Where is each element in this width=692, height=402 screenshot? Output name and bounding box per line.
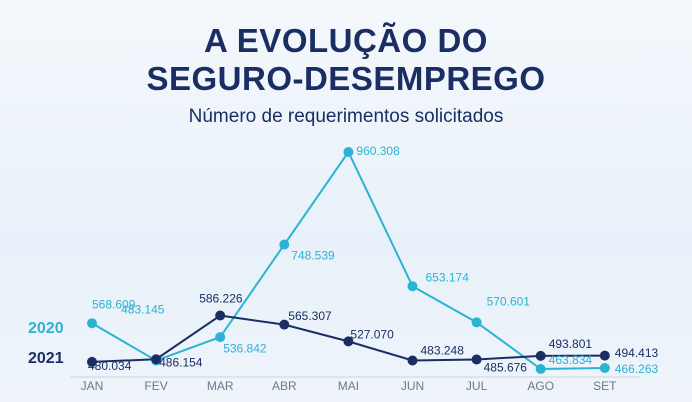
axis-band xyxy=(0,376,692,402)
x-tick-label: JUN xyxy=(401,379,424,393)
data-point xyxy=(87,356,97,367)
data-point xyxy=(599,362,610,373)
x-tick-label: SET xyxy=(593,379,617,393)
data-point xyxy=(471,354,482,365)
data-point xyxy=(343,147,354,157)
data-point xyxy=(407,355,418,366)
x-tick-label: AGO xyxy=(527,379,554,393)
data-point xyxy=(343,336,354,347)
data-label: 485.676 xyxy=(484,361,528,375)
chart-subtitle: Número de requerimentos solicitados xyxy=(188,106,504,127)
data-label: 466.263 xyxy=(615,362,659,376)
data-label: 586.226 xyxy=(199,292,243,306)
legend-label: 2021 xyxy=(28,350,64,367)
data-label: 493.801 xyxy=(549,337,593,351)
chart-title: A EVOLUÇÃO DO SEGURO-DESEMPREGO xyxy=(146,22,546,97)
legend-label: 2020 xyxy=(28,320,64,337)
data-label: 960.308 xyxy=(356,144,400,158)
data-point xyxy=(87,318,97,329)
data-point xyxy=(279,239,290,250)
data-point xyxy=(535,350,546,361)
data-point xyxy=(535,364,546,374)
x-tick-label: ABR xyxy=(272,379,297,393)
data-label: 463.834 xyxy=(549,353,593,367)
data-label: 536.842 xyxy=(223,341,267,355)
x-tick-label: MAR xyxy=(207,379,234,393)
x-tick-label: FEV xyxy=(144,379,167,393)
x-tick-label: JAN xyxy=(81,379,104,393)
data-label: 483.145 xyxy=(121,303,165,317)
data-point xyxy=(471,317,482,328)
data-point xyxy=(599,350,610,361)
x-tick-label: MAI xyxy=(338,379,359,393)
data-label: 570.601 xyxy=(487,295,531,309)
data-label: 486.154 xyxy=(159,355,203,369)
data-point xyxy=(215,310,226,321)
data-label: 480.034 xyxy=(88,359,132,373)
data-label: 494.413 xyxy=(615,346,659,360)
data-label: 565.307 xyxy=(288,309,332,323)
data-point xyxy=(151,354,162,365)
x-tick-label: JUL xyxy=(466,379,488,393)
data-point xyxy=(407,281,418,292)
data-label: 653.174 xyxy=(426,270,470,284)
data-label: 527.070 xyxy=(350,328,394,342)
data-point xyxy=(215,332,226,343)
data-label: 483.248 xyxy=(421,344,465,358)
data-label: 568.609 xyxy=(92,297,136,311)
data-point xyxy=(279,319,290,330)
data-label: 748.539 xyxy=(291,249,335,263)
